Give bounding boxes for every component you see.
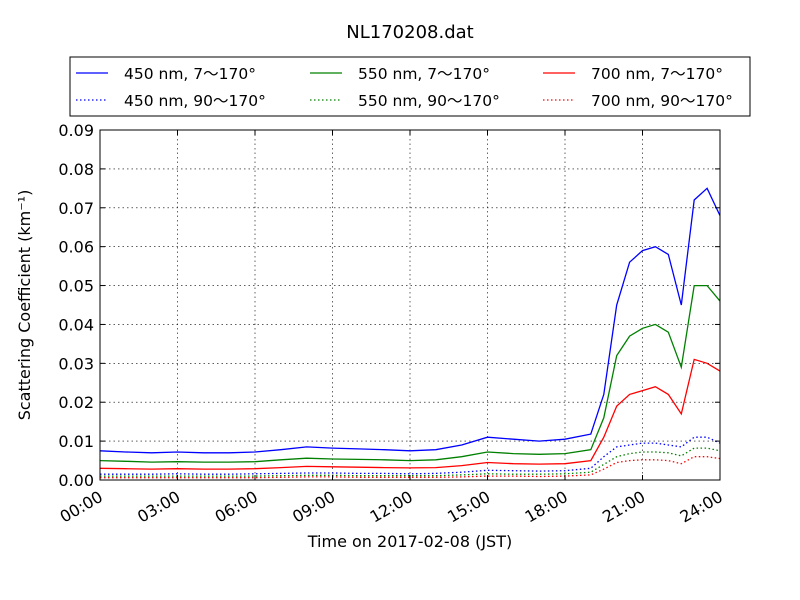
legend-label-5: 700 nm, 90～170° — [591, 92, 733, 110]
y-axis-label: Scattering Coefficient (km⁻¹) — [15, 190, 34, 421]
series-line-0 — [99, 187, 721, 454]
legend-label-2: 550 nm, 7～170° — [358, 65, 490, 83]
legend-label-4: 700 nm, 7～170° — [591, 65, 723, 83]
x-tick-label: 09:00 — [289, 487, 338, 527]
x-tick-label: 15:00 — [444, 487, 493, 527]
series-line-5 — [100, 456, 721, 479]
x-tick-label: 12:00 — [367, 487, 416, 527]
series-line-4 — [99, 358, 721, 470]
legend: 450 nm, 7～170° 550 nm, 7～170° 700 nm, 7～17… — [69, 56, 751, 117]
series-line-1 — [100, 436, 721, 475]
y-tick-label: 0.03 — [58, 354, 94, 373]
y-tick-label: 0.01 — [58, 432, 94, 451]
y-tick-label: 0.04 — [58, 315, 94, 334]
y-tick-label: 0.00 — [58, 471, 94, 490]
y-tick-label: 0.02 — [58, 393, 94, 412]
legend-label-0: 450 nm, 7～170° — [124, 65, 256, 83]
x-tick-label: 24:00 — [677, 487, 726, 527]
series-line-2 — [99, 284, 721, 463]
y-tick-label: 0.07 — [58, 199, 94, 218]
y-tick-label: 0.05 — [58, 277, 94, 296]
y-tick-label: 0.08 — [58, 160, 94, 179]
series-layer — [99, 187, 721, 479]
x-axis-label: Time on 2017-02-08 (JST) — [307, 532, 512, 551]
x-tick-label: 03:00 — [134, 487, 183, 527]
legend-label-1: 450 nm, 90～170° — [124, 92, 266, 110]
x-tick-label: 21:00 — [599, 487, 648, 527]
y-ticks: 0.00 0.01 0.02 0.03 0.04 0.05 0.06 0.07 0.08 0.09 — [58, 121, 720, 490]
chart-title: NL170208.dat — [346, 22, 473, 43]
legend-frame — [69, 56, 751, 117]
series-line-3 — [100, 447, 721, 477]
legend-label-3: 550 nm, 90～170° — [358, 92, 500, 110]
y-tick-label: 0.06 — [58, 238, 94, 257]
y-tick-label: 0.09 — [58, 121, 94, 140]
gridlines — [100, 130, 720, 480]
x-tick-label: 18:00 — [522, 487, 571, 527]
x-tick-label: 00:00 — [57, 487, 106, 527]
x-tick-label: 06:00 — [212, 487, 261, 527]
